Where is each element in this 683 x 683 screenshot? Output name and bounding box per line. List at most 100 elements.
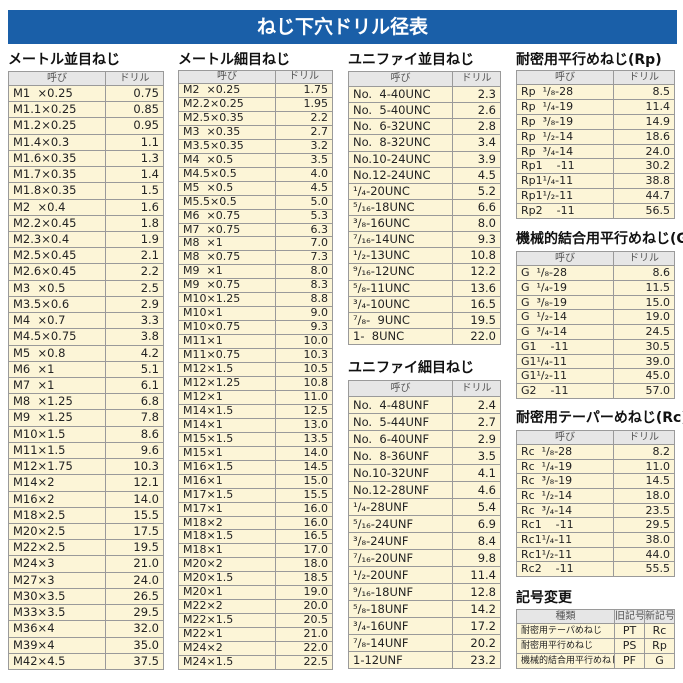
cell-value: 17.0 bbox=[275, 543, 333, 559]
cell-value: 8.8 bbox=[275, 292, 333, 308]
row-label: G2 -11 bbox=[516, 383, 614, 399]
row-label: Rc ¹/₂-14 bbox=[516, 488, 614, 504]
row-label: No. 5-44UNF bbox=[348, 413, 453, 431]
row-label: M11×1 bbox=[178, 334, 276, 350]
cell-value: 15.5 bbox=[105, 506, 164, 524]
cell-value: 20.5 bbox=[275, 613, 333, 629]
cell-value: 16.5 bbox=[275, 529, 333, 545]
cell-value: 9.8 bbox=[452, 549, 501, 567]
cell-value: 0.95 bbox=[105, 117, 164, 135]
row-label: M2.5×0.45 bbox=[8, 247, 106, 265]
cell-value: 4.1 bbox=[452, 464, 501, 482]
cell-value: 22.0 bbox=[452, 327, 501, 345]
column-header: ドリル bbox=[452, 71, 501, 87]
row-label: M10×1.25 bbox=[178, 292, 276, 308]
table-title: 記号変更 bbox=[516, 590, 572, 606]
cell-value: 6.3 bbox=[275, 222, 333, 238]
row-label: M2.2×0.45 bbox=[8, 214, 106, 232]
cell-value: 5.0 bbox=[275, 194, 333, 210]
row-label: G ¹/₂-14 bbox=[516, 309, 614, 326]
cell-value: 23.5 bbox=[613, 502, 675, 519]
row-label: M17×1.5 bbox=[178, 487, 276, 503]
row-label: M30×3.5 bbox=[8, 587, 106, 606]
cell-value: 4.5 bbox=[275, 180, 333, 196]
cell-value: 4.6 bbox=[452, 481, 501, 499]
row-label: M10×1 bbox=[178, 306, 276, 322]
cell-value: 38.0 bbox=[613, 532, 675, 548]
column-header: ドリル bbox=[613, 251, 675, 266]
cell-value: 10.5 bbox=[275, 362, 333, 377]
cell-value: 21.0 bbox=[105, 555, 164, 573]
row-label: M2 ×0.4 bbox=[8, 198, 106, 216]
cell-value: 3.9 bbox=[452, 150, 501, 168]
column-header: 呼び bbox=[348, 380, 453, 397]
cell-value: 2.9 bbox=[105, 295, 164, 314]
table-title: メートル細目ねじ bbox=[178, 52, 290, 68]
cell-value: 4.0 bbox=[275, 166, 333, 182]
cell-value: PF bbox=[614, 653, 645, 669]
cell-value: 16.0 bbox=[275, 501, 333, 517]
cell-value: 18.6 bbox=[613, 128, 675, 145]
cell-value: 5.1 bbox=[105, 360, 164, 378]
row-label: M6 ×0.75 bbox=[178, 208, 276, 224]
cell-value: 8.4 bbox=[452, 532, 501, 550]
table-title: メートル並目ねじ bbox=[8, 52, 120, 68]
row-label: Rp ¹/₈-28 bbox=[516, 84, 614, 100]
row-label: M27×3 bbox=[8, 571, 106, 589]
row-label: 1-12UNF bbox=[348, 651, 453, 669]
row-label: M1.4×0.3 bbox=[8, 133, 106, 151]
cell-value: 9.0 bbox=[275, 306, 333, 322]
row-label: M24×2 bbox=[178, 641, 276, 657]
row-label: Rp ¹/₄-19 bbox=[516, 98, 614, 115]
cell-value: 1.3 bbox=[105, 149, 164, 168]
row-label: ⁷/₈-14UNF bbox=[348, 634, 453, 652]
row-label: G ³/₈-19 bbox=[516, 294, 614, 311]
cell-value: 18.0 bbox=[613, 488, 675, 504]
cell-value: 1.4 bbox=[105, 166, 164, 184]
row-label: ³/₈-24UNF bbox=[348, 532, 453, 550]
cell-value: 19.0 bbox=[613, 309, 675, 326]
cell-value: 56.5 bbox=[613, 203, 675, 219]
cell-value: 8.5 bbox=[613, 84, 675, 100]
cell-value: 0.85 bbox=[105, 101, 164, 119]
row-label: M22×2 bbox=[178, 599, 276, 615]
cell-value: 6.1 bbox=[105, 377, 164, 395]
cell-value: 7.8 bbox=[105, 409, 164, 427]
row-label: No.12-24UNC bbox=[348, 166, 453, 184]
cell-value: 29.5 bbox=[105, 604, 164, 622]
row-label: M42×4.5 bbox=[8, 652, 106, 670]
cell-value: 3.4 bbox=[452, 134, 501, 152]
row-label: M24×1.5 bbox=[178, 655, 276, 670]
cell-value: 14.0 bbox=[275, 445, 333, 461]
row-label: M5 ×0.5 bbox=[178, 180, 276, 196]
row-label: Rp ³/₈-19 bbox=[516, 113, 614, 130]
row-label: M36×4 bbox=[8, 620, 106, 638]
row-label: M5 ×0.8 bbox=[8, 344, 106, 362]
row-label: No. 6-40UNF bbox=[348, 430, 453, 448]
row-label: Rp ¹/₂-14 bbox=[516, 128, 614, 145]
cell-value: 5.4 bbox=[452, 498, 501, 516]
cell-value: 1.95 bbox=[275, 96, 333, 112]
column-header: 種類 bbox=[516, 609, 615, 624]
cell-value: 17.2 bbox=[452, 617, 501, 635]
cell-value: 6.6 bbox=[452, 198, 501, 216]
row-label: M11×0.75 bbox=[178, 348, 276, 364]
cell-value: 10.8 bbox=[452, 247, 501, 265]
row-label: ³/₄-10UNC bbox=[348, 295, 453, 313]
row-label: 機械的結合用平行めねじ bbox=[516, 653, 615, 669]
row-label: M7 ×0.75 bbox=[178, 222, 276, 238]
cell-value: 2.2 bbox=[105, 263, 164, 281]
row-label: M4.5×0.5 bbox=[178, 166, 276, 182]
row-label: M2.6×0.45 bbox=[8, 263, 106, 281]
cell-value: 1.6 bbox=[105, 198, 164, 216]
row-label: Rp1 -11 bbox=[516, 158, 614, 175]
cell-value: 8.6 bbox=[613, 265, 675, 281]
cell-value: 11.4 bbox=[613, 98, 675, 115]
row-label: M2.3×0.4 bbox=[8, 231, 106, 249]
row-label: Rp2 -11 bbox=[516, 203, 614, 219]
cell-value: 11.0 bbox=[613, 458, 675, 475]
row-label: M18×1 bbox=[178, 543, 276, 559]
cell-value: 22.0 bbox=[275, 641, 333, 657]
row-label: ¹/₂-20UNF bbox=[348, 566, 453, 584]
